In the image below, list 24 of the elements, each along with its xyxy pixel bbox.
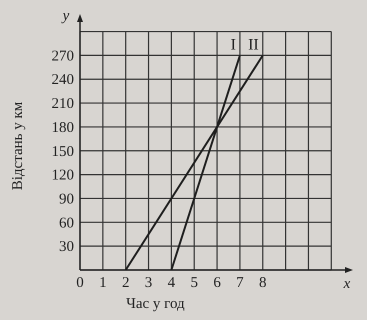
x-tick-label: 8 xyxy=(259,275,267,291)
x-tick-label: 3 xyxy=(144,275,152,291)
y-axis-title: Відстань у км xyxy=(10,101,26,190)
y-tick-label: 240 xyxy=(52,72,74,88)
text: x xyxy=(342,276,351,292)
x-tick-label: 0 xyxy=(76,275,84,291)
y-tick-label: 90 xyxy=(59,191,74,208)
x-tick-label: 7 xyxy=(236,275,244,291)
text: y xyxy=(60,8,70,24)
x-tick-label: 2 xyxy=(122,275,130,291)
y-tick-label: 60 xyxy=(59,215,74,232)
y-tick-label: 30 xyxy=(59,239,74,256)
x-axis-title: Час у год xyxy=(126,296,186,312)
x-tick-label: 5 xyxy=(190,275,198,291)
y-tick-label: 180 xyxy=(52,120,74,136)
x-tick-label: 6 xyxy=(213,275,222,291)
y-tick-label: 120 xyxy=(52,168,74,184)
y-tick-label: 150 xyxy=(52,144,74,160)
series-label: I xyxy=(230,36,236,54)
y-tick-label: 270 xyxy=(52,48,74,64)
x-tick-label: 1 xyxy=(99,275,107,291)
x-tick-label: 4 xyxy=(168,275,176,291)
y-tick-label: 210 xyxy=(52,96,74,112)
series-label: II xyxy=(248,36,259,54)
